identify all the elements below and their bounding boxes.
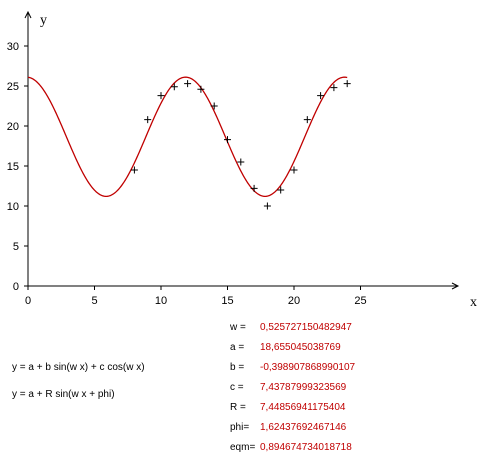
data-point: [303, 116, 311, 124]
fit-curve: [27, 76, 348, 197]
param-name: R =: [230, 402, 246, 413]
param-value: 0,525727150482947: [260, 322, 352, 333]
data-points-layer: [130, 80, 351, 210]
y-tick-label: 10: [7, 201, 19, 213]
data-point: [263, 202, 271, 210]
data-point: [343, 80, 351, 88]
data-point: [237, 158, 245, 166]
data-point: [210, 102, 218, 110]
formula-phase: y = a + R sin(w x + phi): [12, 389, 115, 400]
param-value: -0,398907868990107: [260, 362, 356, 373]
param-value: 18,655045038769: [260, 342, 341, 353]
x-axis-arrow: [451, 282, 460, 290]
data-point: [157, 92, 165, 100]
formula-linear: y = a + b sin(w x) + c cos(w x): [12, 362, 145, 373]
param-value: 1,62437692467146: [260, 422, 347, 433]
param-name: eqm=: [230, 442, 256, 453]
x-axis-label: x: [470, 295, 477, 310]
x-tick-label: 5: [91, 295, 97, 307]
param-value: 0,894674734018718: [260, 442, 352, 453]
x-tick-label: 20: [288, 295, 300, 307]
y-axis-arrow: [24, 10, 32, 19]
param-name: b =: [230, 362, 245, 373]
x-tick-label: 15: [221, 295, 233, 307]
y-tick-label: 25: [7, 81, 19, 93]
param-value: 7,44856941175404: [260, 402, 346, 413]
data-point: [317, 92, 325, 100]
axes: 0 5 10 15 20 25 0 5 10 15 20 25 30 x y: [7, 10, 477, 310]
data-point: [290, 166, 298, 174]
data-point: [224, 136, 231, 144]
y-tick-label: 15: [7, 161, 19, 173]
param-name: w =: [230, 322, 246, 333]
x-tick-label: 25: [354, 295, 366, 307]
data-point: [197, 85, 205, 93]
param-name: phi=: [230, 422, 250, 433]
data-point: [144, 116, 152, 124]
param-name: c =: [230, 382, 244, 393]
param-name: a =: [230, 342, 245, 353]
y-tick-label: 30: [7, 41, 19, 53]
x-tick-label: 10: [155, 295, 167, 307]
data-point: [330, 84, 338, 92]
y-tick-label: 5: [13, 241, 19, 253]
x-tick-label: 0: [25, 295, 31, 307]
fit-curve-layer: [27, 76, 348, 197]
data-point: [277, 186, 285, 194]
data-point: [250, 184, 258, 192]
chart: 0 5 10 15 20 25 0 5 10 15 20 25 30 x y: [7, 10, 477, 310]
param-value: 7,43787999323569: [260, 382, 347, 393]
y-tick-label: 20: [7, 121, 19, 133]
data-point: [170, 83, 178, 91]
data-point: [184, 80, 192, 88]
y-tick-label: 0: [13, 281, 19, 293]
data-point: [130, 166, 138, 174]
y-axis-label: y: [40, 13, 47, 28]
